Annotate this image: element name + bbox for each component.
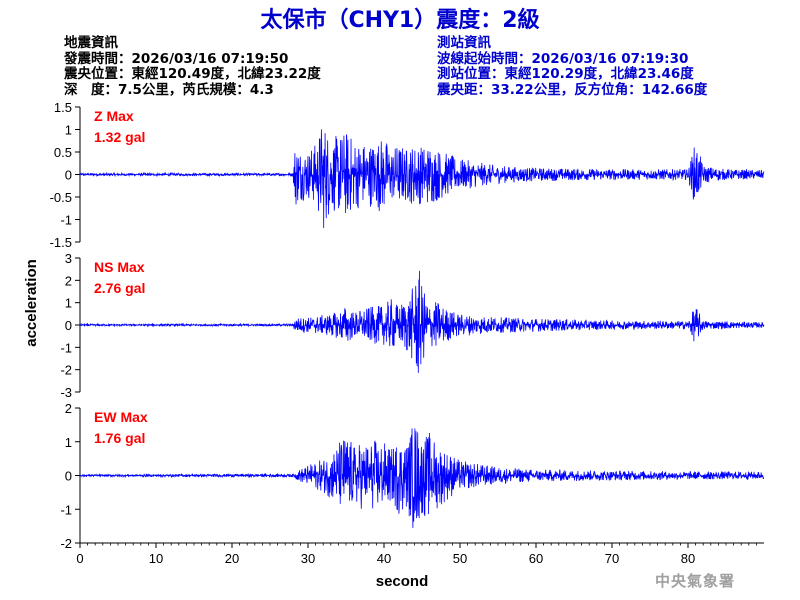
distance-azimuth: 震央距：33.22公里，反方位角：142.66度 [437, 81, 708, 98]
y-tick-label-ew: -1 [60, 502, 72, 517]
x-tick-label: 70 [605, 551, 619, 566]
x-tick-label: 60 [529, 551, 543, 566]
station-info: 測站資訊 波線起始時間：2026/03/16 07:19:30 測站位置：東經1… [437, 35, 708, 98]
y-tick-label-z: -1 [60, 213, 72, 228]
max-value-z: 1.32 gal [94, 129, 145, 145]
waveform-z [79, 129, 765, 229]
max-value-ew: 1.76 gal [94, 430, 145, 446]
earthquake-info: 地震資訊 發震時間：2026/03/16 07:19:50 震央位置：東經120… [64, 35, 321, 98]
y-tick-label-ew: 0 [65, 469, 72, 484]
y-tick-label-ew: -2 [60, 536, 72, 551]
x-tick-label: 10 [149, 551, 163, 566]
x-tick-label: 30 [301, 551, 315, 566]
station-location: 測站位置：東經120.29度，北緯23.46度 [437, 66, 694, 82]
y-tick-label-ns: 2 [65, 273, 72, 288]
x-tick-label: 0 [76, 551, 83, 566]
max-label-z: Z Max [94, 108, 134, 124]
y-tick-label-z: 1 [65, 123, 72, 138]
y-tick-label-ns: 3 [65, 251, 72, 266]
y-tick-label-z: 0.5 [54, 145, 72, 160]
x-tick-label: 80 [681, 551, 695, 566]
y-tick-label-z: 1.5 [54, 100, 72, 115]
x-tick-label: 50 [453, 551, 467, 566]
agency-watermark: 中央氣象署 [655, 572, 736, 590]
y-tick-label-ew: 2 [65, 401, 72, 416]
x-tick-label: 20 [225, 551, 239, 566]
y-tick-label-ns: -1 [60, 340, 72, 355]
page-title: 太保市（CHY1）震度：2級 [260, 8, 540, 33]
x-axis-label: second [376, 573, 429, 590]
earthquake-info-heading: 地震資訊 [64, 35, 118, 51]
y-tick-label-ew: 1 [65, 435, 72, 450]
max-label-ns: NS Max [94, 259, 145, 275]
max-value-ns: 2.76 gal [94, 280, 145, 296]
station-info-heading: 測站資訊 [437, 35, 491, 51]
y-axis-label: acceleration [23, 259, 40, 347]
waveform-ew [79, 428, 765, 528]
y-tick-label-ns: -2 [60, 363, 72, 378]
x-tick-label: 40 [377, 551, 391, 566]
epicenter-location: 震央位置：東經120.49度，北緯23.22度 [64, 66, 321, 82]
depth-magnitude: 深 度：7.5公里，芮氏規模：4.3 [64, 81, 274, 98]
y-tick-label-ns: 1 [65, 296, 72, 311]
y-tick-label-z: 0 [65, 168, 72, 183]
wave-start-time: 波線起始時間：2026/03/16 07:19:30 [437, 50, 689, 67]
y-tick-label-z: -1.5 [50, 235, 72, 250]
waveform-ns [79, 270, 765, 373]
y-tick-label-ns: -3 [60, 385, 72, 400]
y-tick-label-z: -0.5 [50, 190, 72, 205]
max-label-ew: EW Max [94, 409, 148, 425]
origin-time: 發震時間：2026/03/16 07:19:50 [64, 50, 289, 67]
y-tick-label-ns: 0 [65, 318, 72, 333]
